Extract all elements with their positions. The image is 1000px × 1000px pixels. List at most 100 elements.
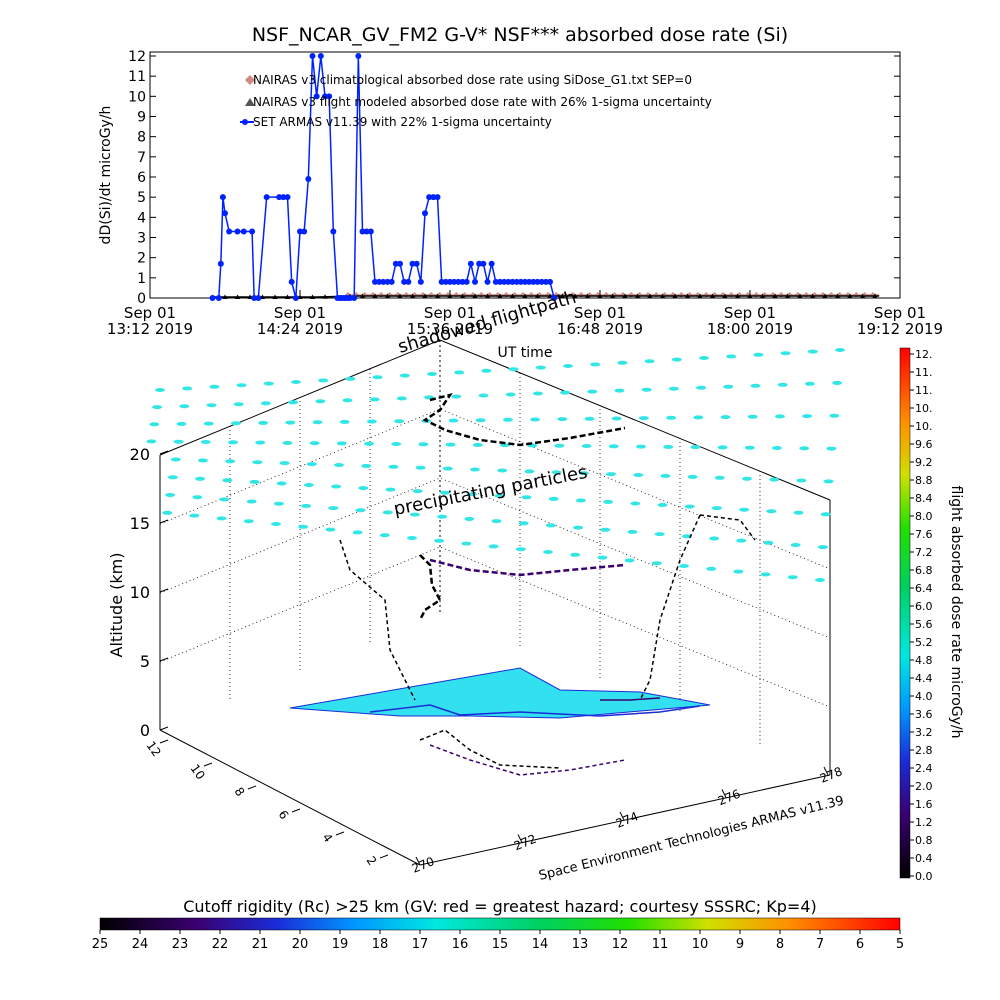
series-3-point bbox=[249, 228, 256, 235]
particle-marker bbox=[575, 498, 586, 503]
particle-marker bbox=[315, 399, 326, 404]
series-1-point bbox=[578, 291, 585, 298]
particle-marker bbox=[391, 442, 402, 446]
series-2-point bbox=[660, 293, 665, 298]
particle-marker bbox=[696, 385, 707, 390]
particle-marker bbox=[334, 463, 344, 467]
particle-marker bbox=[570, 552, 581, 557]
series-3-point bbox=[417, 278, 424, 285]
y-tick-label: 2 bbox=[137, 251, 146, 267]
x-tick-label-date: Sep 01 bbox=[124, 304, 176, 322]
series-2-point bbox=[422, 293, 428, 298]
particle-marker bbox=[543, 550, 553, 554]
particle-marker bbox=[366, 419, 377, 424]
particle-marker bbox=[627, 529, 638, 534]
particle-marker bbox=[179, 404, 190, 409]
particle-marker bbox=[714, 475, 725, 480]
series-3-point bbox=[530, 278, 537, 285]
series-2-point bbox=[447, 293, 453, 298]
series-3-point bbox=[301, 228, 308, 235]
colorbar-right-tick-label: 4.8 bbox=[915, 654, 933, 667]
series-2-point bbox=[835, 293, 840, 298]
colorbar-bottom-tick-label: 18 bbox=[372, 937, 389, 952]
particle-marker bbox=[173, 439, 184, 444]
series-layer bbox=[209, 53, 880, 301]
particle-marker bbox=[545, 523, 556, 528]
particle-marker bbox=[182, 386, 193, 391]
particle-marker bbox=[409, 512, 420, 517]
chart-title: NSF_NCAR_GV_FM2 G-V* NSF*** absorbed dos… bbox=[252, 24, 788, 46]
series-2-point bbox=[610, 293, 615, 298]
particle-marker bbox=[276, 481, 287, 486]
particle-marker bbox=[478, 393, 489, 398]
legend-marker-diamond bbox=[245, 75, 255, 85]
particle-marker bbox=[415, 465, 426, 470]
particle-marker bbox=[206, 403, 217, 408]
series-2-point bbox=[510, 293, 515, 298]
particle-marker bbox=[345, 376, 356, 381]
particle-marker bbox=[352, 530, 363, 535]
series-1-point bbox=[478, 291, 485, 298]
series-1-point bbox=[703, 291, 710, 298]
series-3-point bbox=[438, 278, 445, 285]
particle-marker bbox=[774, 414, 785, 419]
particle-marker bbox=[258, 420, 269, 425]
x-tick-label-3d: 278 bbox=[818, 764, 844, 786]
particle-marker bbox=[222, 478, 233, 483]
particle-marker bbox=[301, 503, 312, 508]
series-3-point bbox=[234, 228, 241, 235]
y-tick-3d bbox=[291, 808, 301, 813]
series-2-point bbox=[472, 293, 478, 298]
colorbar-bottom-tick-label: 9 bbox=[736, 937, 744, 952]
particle-marker bbox=[448, 418, 459, 423]
colorbar-right-title: flight absorbed dose rate microGy/h bbox=[948, 486, 964, 739]
particle-marker bbox=[442, 466, 453, 471]
series-2-point bbox=[372, 293, 378, 298]
particle-marker bbox=[339, 419, 350, 424]
particle-marker bbox=[711, 506, 722, 511]
series-3-point bbox=[222, 210, 228, 217]
particle-marker bbox=[780, 351, 791, 356]
series-1-point bbox=[778, 291, 785, 298]
series-3-point bbox=[497, 278, 503, 285]
particle-marker bbox=[587, 389, 598, 394]
series-2-point bbox=[822, 293, 828, 298]
particle-marker bbox=[679, 564, 689, 568]
particle-marker bbox=[279, 461, 290, 466]
series-2-point bbox=[585, 293, 590, 298]
particle-marker bbox=[530, 417, 541, 422]
series-2-point bbox=[535, 293, 540, 298]
particle-marker bbox=[641, 387, 652, 392]
flight-track-3d bbox=[418, 393, 626, 621]
particle-marker bbox=[273, 501, 284, 506]
colorbar-right-tick-label: 0.8 bbox=[915, 834, 933, 847]
x-tick-label-time: 14:24 2019 bbox=[257, 320, 343, 338]
series-3-point bbox=[276, 194, 283, 201]
series-2-point bbox=[810, 293, 815, 298]
series-line-3 bbox=[212, 55, 555, 299]
legend-marker-triangle bbox=[245, 98, 255, 106]
z-tick bbox=[159, 588, 169, 593]
series-2-point bbox=[760, 293, 765, 298]
series-2-point bbox=[872, 293, 878, 298]
colorbar-right-tick-label: 2.0 bbox=[915, 780, 933, 793]
series-3-point bbox=[522, 278, 528, 285]
colorbar-right-tick-label: 5.2 bbox=[915, 636, 933, 649]
x-tick-label-3d: 270 bbox=[410, 854, 436, 876]
particle-marker bbox=[636, 444, 646, 449]
particle-marker bbox=[198, 458, 208, 463]
particle-marker bbox=[355, 508, 366, 513]
particle-marker bbox=[152, 405, 163, 410]
particle-marker bbox=[312, 420, 323, 425]
series-3-point bbox=[409, 260, 416, 267]
x-tick-3d bbox=[517, 834, 523, 843]
particle-marker bbox=[263, 381, 274, 386]
series-2-point bbox=[597, 293, 603, 298]
series-3-point bbox=[542, 278, 549, 285]
series-3-point bbox=[355, 53, 362, 59]
y-tick-label: 8 bbox=[137, 130, 146, 146]
particle-marker bbox=[603, 499, 614, 504]
particle-marker bbox=[687, 474, 698, 479]
series-3-point bbox=[380, 278, 387, 285]
particle-marker bbox=[233, 402, 244, 407]
